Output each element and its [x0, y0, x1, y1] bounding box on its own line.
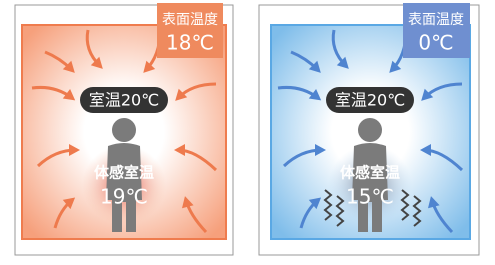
felt-temp: 15℃ — [346, 185, 394, 209]
surface-label: 表面温度 — [162, 12, 218, 28]
felt-label: 体感室温 — [340, 164, 400, 182]
surface-label: 表面温度 — [408, 12, 464, 28]
room-temp: 室温20℃ — [89, 91, 159, 110]
room-temp: 室温20℃ — [335, 91, 405, 110]
surface-temp: 18℃ — [166, 31, 214, 55]
surface-temp: 0℃ — [418, 31, 453, 55]
diagram: 室温20℃ 体感室温 19℃ 表面温度 18℃ 室温20℃ 体感室温 15℃ 表… — [0, 0, 495, 261]
felt-label: 体感室温 — [94, 164, 154, 182]
felt-temp: 19℃ — [100, 185, 148, 209]
